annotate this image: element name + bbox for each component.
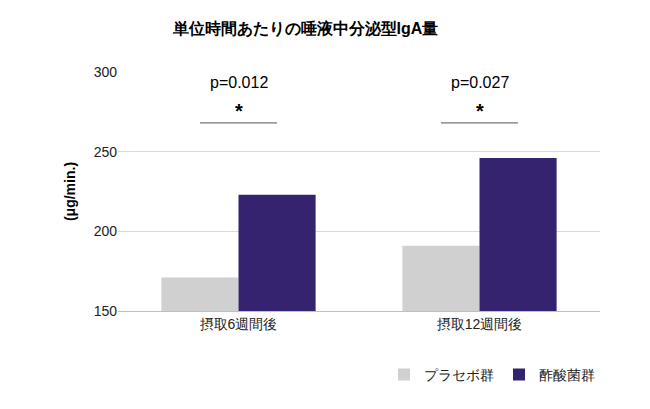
svg-text:p=0.027: p=0.027	[451, 74, 509, 91]
svg-text:p=0.012: p=0.012	[210, 74, 268, 91]
svg-text:(μg/min.): (μg/min.)	[62, 162, 78, 221]
svg-text:酢酸菌群: 酢酸菌群	[539, 367, 595, 383]
svg-text:150: 150	[94, 303, 118, 319]
svg-text:250: 250	[94, 144, 118, 160]
svg-text:*: *	[476, 100, 484, 122]
svg-text:単位時間あたりの唾液中分泌型IgA量: 単位時間あたりの唾液中分泌型IgA量	[172, 20, 439, 38]
svg-text:摂取12週間後: 摂取12週間後	[437, 316, 523, 332]
svg-text:摂取6週間後: 摂取6週間後	[200, 316, 278, 332]
svg-text:200: 200	[94, 223, 118, 239]
svg-text:プラセボ群: プラセボ群	[424, 367, 494, 383]
svg-text:300: 300	[94, 64, 118, 80]
svg-text:*: *	[235, 100, 243, 122]
